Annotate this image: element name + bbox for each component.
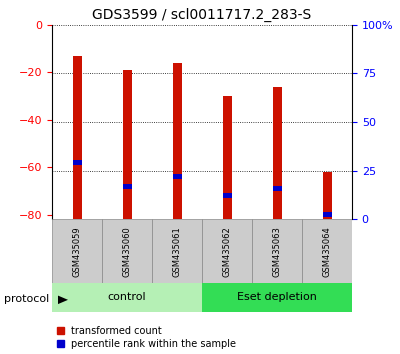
Bar	[122, 70, 132, 219]
Bar	[52, 219, 102, 283]
Text: Eset depletion: Eset depletion	[237, 292, 317, 302]
Text: GSM435060: GSM435060	[122, 226, 132, 277]
Bar	[72, 56, 82, 219]
Bar	[72, 160, 82, 165]
Bar	[222, 193, 232, 198]
Text: GSM435061: GSM435061	[172, 226, 182, 277]
Bar	[172, 175, 182, 179]
Legend: transformed count, percentile rank within the sample: transformed count, percentile rank withi…	[57, 326, 236, 349]
Bar	[272, 186, 282, 191]
Bar	[102, 219, 152, 283]
Bar	[322, 172, 332, 219]
Bar	[322, 212, 332, 217]
Text: protocol: protocol	[4, 294, 49, 304]
Text: control: control	[108, 292, 146, 302]
Text: GSM435059: GSM435059	[72, 226, 82, 277]
Bar	[52, 283, 202, 312]
Bar	[172, 63, 182, 219]
Bar	[122, 184, 132, 189]
Bar	[272, 86, 282, 219]
Bar	[252, 219, 302, 283]
Title: GDS3599 / scl0011717.2_283-S: GDS3599 / scl0011717.2_283-S	[92, 8, 312, 22]
Bar	[202, 283, 352, 312]
Bar	[222, 96, 232, 219]
Polygon shape	[58, 296, 68, 304]
Text: GSM435062: GSM435062	[222, 226, 232, 277]
Bar	[302, 219, 352, 283]
Bar	[202, 219, 252, 283]
Bar	[152, 219, 202, 283]
Text: GSM435064: GSM435064	[322, 226, 332, 277]
Text: GSM435063: GSM435063	[272, 226, 282, 277]
